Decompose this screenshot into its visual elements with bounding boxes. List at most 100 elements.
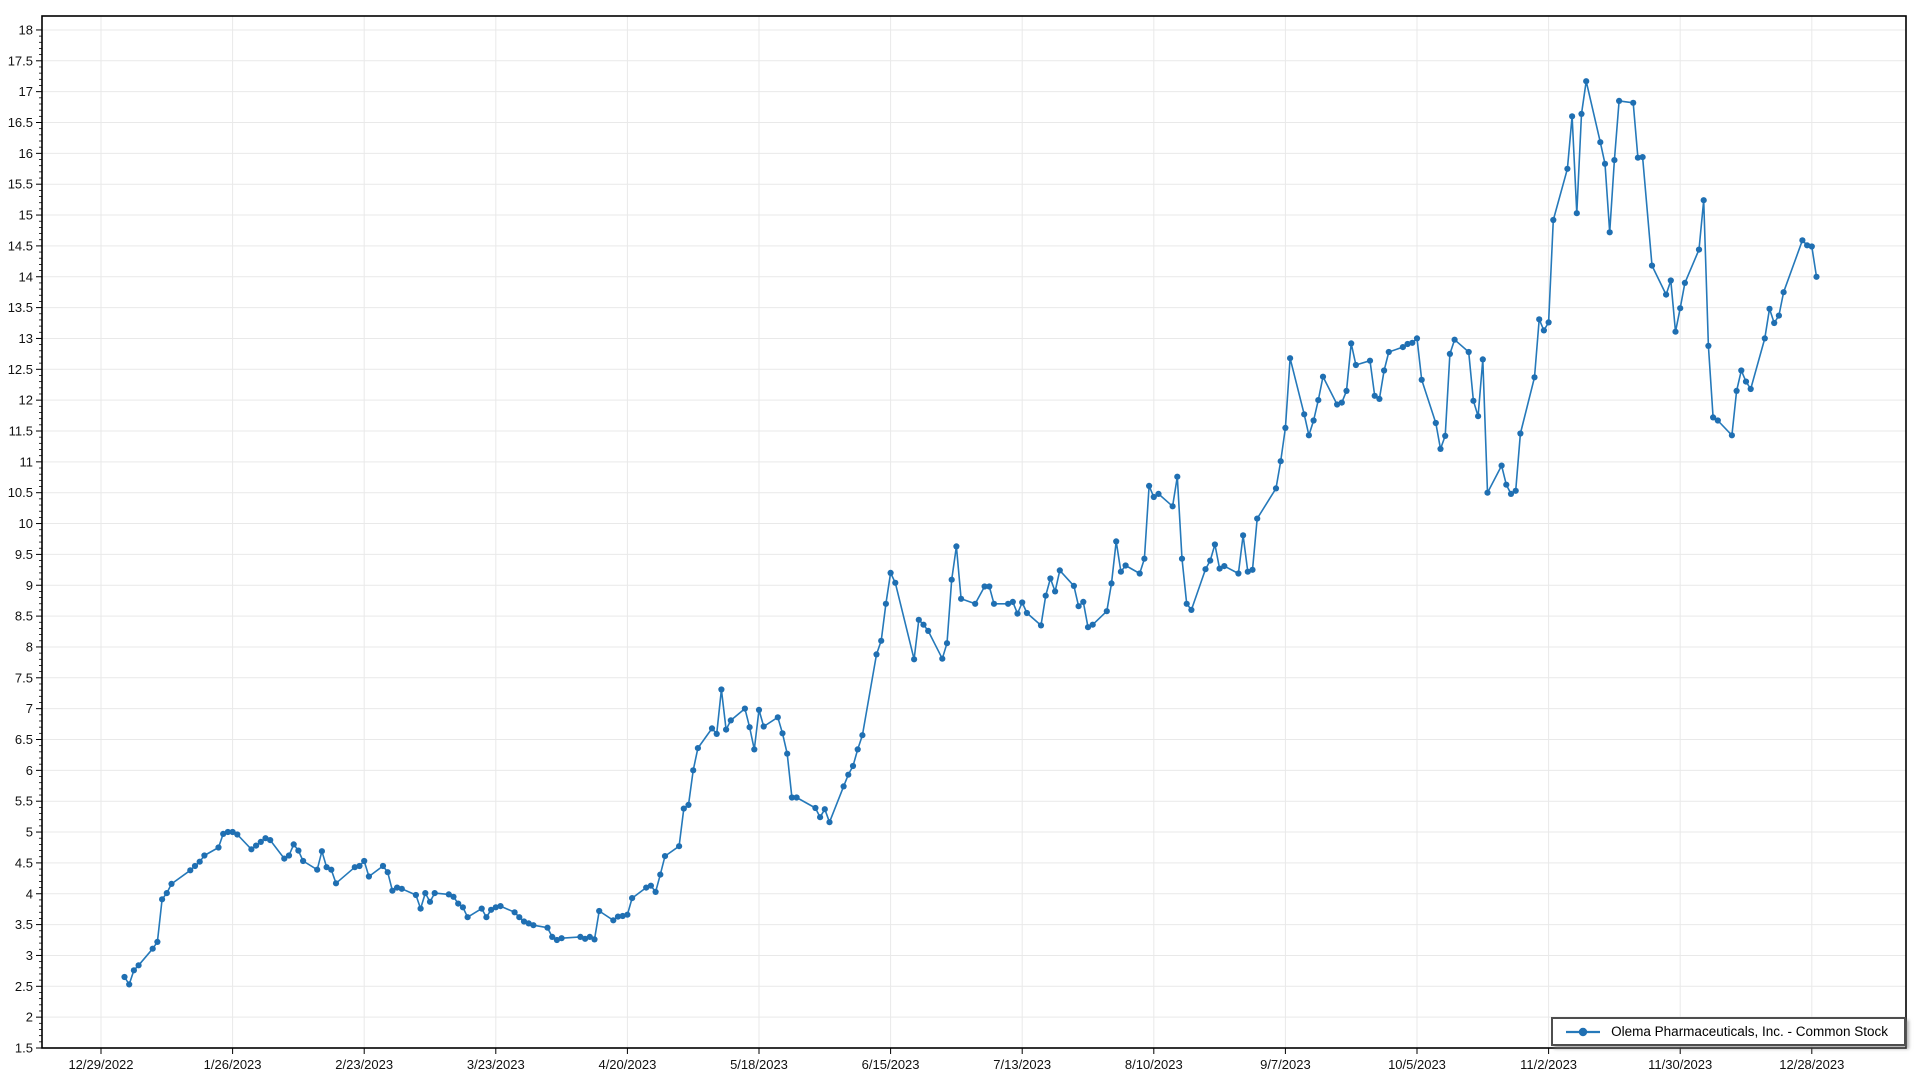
data-point <box>784 750 791 757</box>
data-point <box>384 869 391 876</box>
data-point <box>1634 154 1641 161</box>
data-point <box>817 814 824 821</box>
y-tick-label: 16.5 <box>8 115 33 130</box>
y-tick-label: 6.5 <box>15 732 33 747</box>
data-point <box>1037 622 1045 629</box>
x-tick-label: 2/23/2023 <box>335 1057 393 1072</box>
data-point <box>1639 154 1646 161</box>
data-point <box>1766 305 1773 312</box>
data-point <box>840 783 847 790</box>
data-point <box>788 794 796 801</box>
y-tick-label: 5 <box>26 825 33 840</box>
data-point <box>676 843 683 850</box>
data-point <box>328 866 335 873</box>
data-point <box>191 862 199 870</box>
data-point <box>215 844 222 851</box>
legend[interactable]: Olema Pharmaceuticals, Inc. - Common Sto… <box>1551 1017 1906 1046</box>
data-point <box>525 920 532 927</box>
data-point <box>1484 489 1491 496</box>
data-point <box>1113 538 1120 545</box>
data-point <box>544 924 551 931</box>
data-point <box>1432 419 1439 427</box>
data-point <box>793 794 800 801</box>
data-point <box>690 767 697 774</box>
data-point <box>1009 598 1016 606</box>
data-point <box>1381 367 1388 374</box>
data-point <box>281 855 288 862</box>
data-point <box>1211 541 1218 548</box>
data-point <box>1540 327 1547 334</box>
y-tick-label: 16 <box>19 146 33 161</box>
data-point <box>1334 401 1341 408</box>
series-line-marker-icon <box>1565 1026 1601 1038</box>
data-point <box>492 904 499 911</box>
data-point <box>464 914 471 921</box>
data-point <box>1700 197 1707 204</box>
data-point <box>661 853 669 860</box>
data-point <box>1385 348 1392 356</box>
data-point <box>253 842 260 849</box>
data-point <box>1366 357 1374 364</box>
data-point <box>1479 356 1486 363</box>
price-line <box>123 80 1818 986</box>
data-point <box>224 828 231 836</box>
data-point <box>760 723 767 730</box>
data-point <box>1606 229 1613 236</box>
x-tick-label: 12/28/2023 <box>1779 1057 1844 1072</box>
data-point <box>483 914 490 921</box>
data-point <box>1183 600 1190 607</box>
data-point <box>1695 246 1703 253</box>
data-point <box>300 857 307 865</box>
data-point <box>1146 482 1153 489</box>
data-point <box>267 837 274 844</box>
data-point <box>1376 395 1383 402</box>
data-point <box>1616 97 1623 104</box>
legend-series-label: Olema Pharmaceuticals, Inc. - Common Sto… <box>1611 1024 1888 1039</box>
data-point <box>1235 570 1242 577</box>
data-point <box>779 730 786 737</box>
data-point <box>845 771 852 778</box>
data-point <box>1348 340 1355 347</box>
y-tick-label: 2.5 <box>15 979 33 994</box>
data-point <box>948 576 955 583</box>
x-tick-label: 11/30/2023 <box>1648 1057 1712 1072</box>
data-point <box>1174 473 1181 480</box>
data-point <box>121 973 128 981</box>
data-point <box>643 884 650 891</box>
data-point <box>332 880 340 887</box>
data-point <box>1244 568 1251 575</box>
data-point <box>163 890 170 897</box>
data-point <box>708 725 716 732</box>
data-point <box>1254 515 1261 522</box>
data-point <box>1155 490 1162 497</box>
data-point <box>1672 328 1679 335</box>
data-point <box>859 732 866 739</box>
x-tick-label: 1/26/2023 <box>204 1057 262 1072</box>
data-point <box>1075 603 1082 610</box>
data-point <box>126 981 133 988</box>
data-point <box>248 846 255 853</box>
data-point <box>361 857 368 865</box>
x-tick-label: 4/20/2023 <box>598 1057 656 1072</box>
data-point <box>1084 624 1092 631</box>
data-point <box>318 848 325 855</box>
data-point <box>718 686 725 693</box>
data-point <box>262 835 269 842</box>
data-point <box>196 858 203 865</box>
data-point <box>1141 555 1148 562</box>
data-point <box>1442 432 1449 439</box>
data-point <box>1465 348 1472 356</box>
data-point <box>497 903 504 910</box>
data-point <box>553 936 561 944</box>
data-point <box>591 936 598 943</box>
y-tick-label: 4.5 <box>15 855 33 870</box>
data-point <box>1437 445 1444 452</box>
data-point <box>511 909 518 916</box>
data-point <box>379 862 387 870</box>
data-point <box>741 705 749 712</box>
data-point <box>1775 312 1782 319</box>
x-tick-label: 3/23/2023 <box>467 1057 525 1072</box>
data-point <box>234 831 241 838</box>
data-point <box>431 890 438 897</box>
data-point <box>159 896 166 903</box>
